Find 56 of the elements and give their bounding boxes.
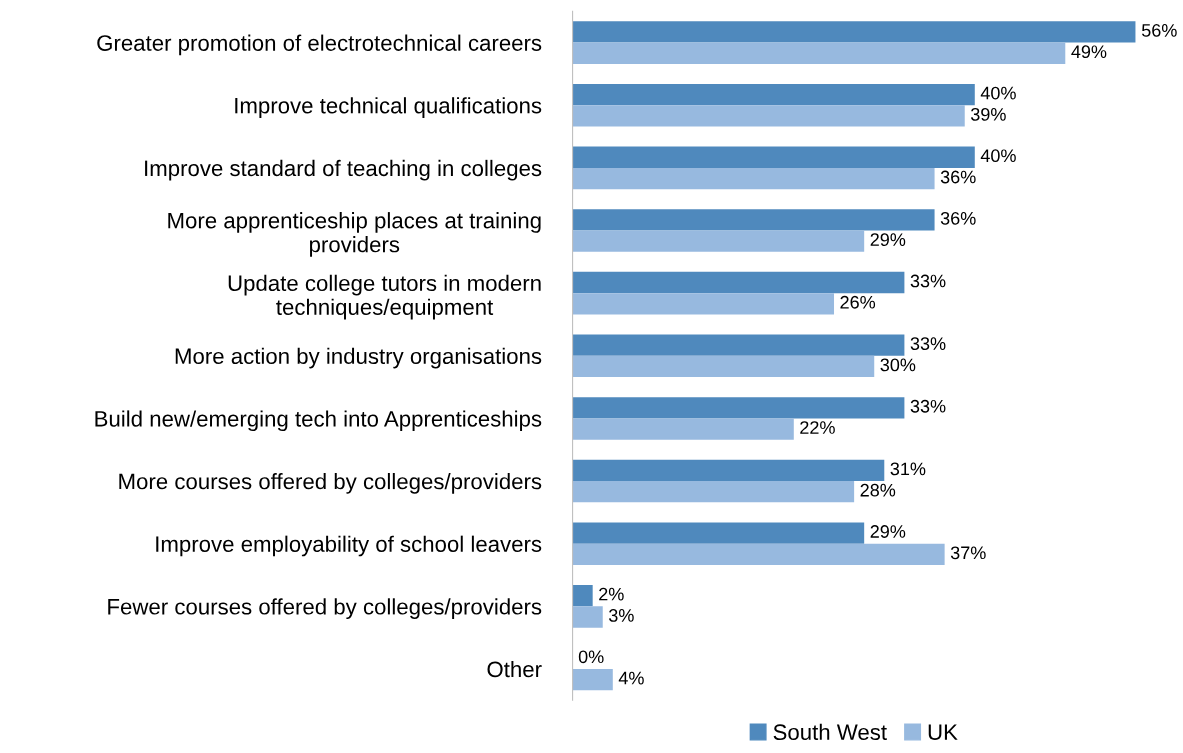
bar [572,543,945,565]
bar [572,105,965,127]
data-label: 2% [599,587,624,601]
data-label: 3% [608,609,634,622]
bar [572,397,905,419]
bar [572,209,935,231]
y-tick-label: Fewer courses offered by colleges/providers [108,598,542,619]
bar [572,606,603,628]
bar [572,481,855,503]
data-label: 4% [618,671,644,685]
y-tick-label: More action by industry organisations [175,347,542,369]
bar [572,355,875,378]
data-label: 33% [910,337,946,350]
data-label: 30% [880,358,916,372]
data-label: 29% [870,233,906,247]
y-tick-label: Improve employability of school leavers [156,535,542,557]
bar [572,42,1066,64]
bar [572,21,1136,43]
data-label: 49% [1071,45,1107,59]
bar [572,167,935,190]
y-tick-label: Update college tutors in modern techniques/equipment [228,274,541,320]
data-label: 39% [970,107,1006,121]
data-label: 40% [980,86,1016,100]
y-tick-label: Greater promotion of electrotechnical careers [97,34,542,56]
bar [572,668,613,691]
legend-label: UK [928,724,958,741]
bar [572,585,593,607]
data-label: 0% [578,650,604,664]
data-label: 22% [800,421,835,434]
y-tick-label: Improve standard of teaching in colleges [145,159,542,181]
bar [572,334,905,356]
data-label: 33% [910,399,946,413]
y-tick-label: More courses offered by colleges/providers [119,473,542,494]
bar [572,459,885,482]
y-tick-label: Other [487,660,542,678]
y-tick-label: Improve technical qualifications [235,97,542,118]
data-label: 31% [890,462,926,476]
data-label: 36% [940,170,976,184]
data-label: 36% [940,211,976,225]
y-tick-label: Build new/emerging tech into Apprenticeships [95,410,542,432]
data-label: 40% [980,149,1016,163]
bar [572,418,794,440]
bar [572,522,865,544]
bar [572,271,905,294]
bar [572,83,975,106]
data-label: 29% [870,525,906,538]
data-label: 37% [950,546,986,560]
data-label: 33% [910,274,946,288]
data-label: 56% [1141,24,1177,37]
y-tick-label: More apprenticeship places at training providers [168,212,541,257]
data-label: 28% [860,483,896,497]
legend-label: South West [773,723,887,741]
bar [572,146,975,168]
bar [572,293,835,315]
data-label: 26% [840,295,876,309]
bar [572,230,865,252]
